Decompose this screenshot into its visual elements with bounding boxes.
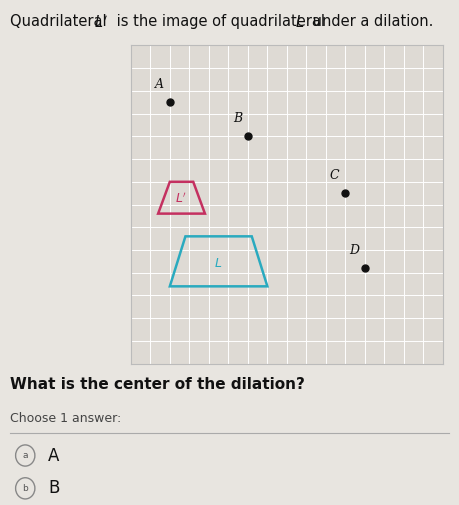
Text: $L'$: $L'$ bbox=[175, 191, 188, 206]
Text: a: a bbox=[22, 451, 28, 460]
Text: B: B bbox=[233, 112, 242, 125]
Text: $L$: $L$ bbox=[214, 257, 223, 270]
Text: b: b bbox=[22, 484, 28, 493]
Text: A: A bbox=[48, 446, 60, 465]
Text: A: A bbox=[155, 78, 164, 91]
Text: What is the center of the dilation?: What is the center of the dilation? bbox=[10, 377, 305, 392]
Text: under a dilation.: under a dilation. bbox=[308, 14, 433, 29]
Text: Quadrilateral: Quadrilateral bbox=[10, 14, 112, 29]
Text: $L$: $L$ bbox=[295, 14, 304, 30]
Text: B: B bbox=[48, 479, 60, 497]
Text: $L'$: $L'$ bbox=[94, 14, 108, 31]
Text: C: C bbox=[330, 169, 340, 182]
Text: is the image of quadrilateral: is the image of quadrilateral bbox=[112, 14, 329, 29]
Text: Choose 1 answer:: Choose 1 answer: bbox=[10, 412, 121, 425]
Text: D: D bbox=[349, 244, 359, 257]
